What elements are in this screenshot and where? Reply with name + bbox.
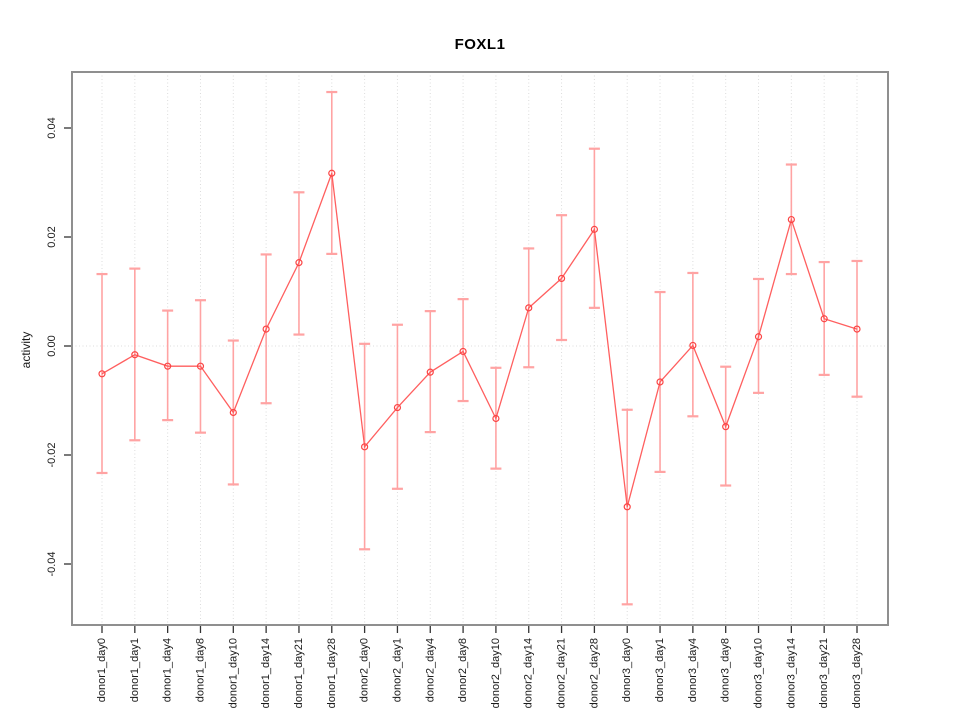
data-point-marker [262,325,270,333]
data-point-marker [196,362,205,370]
x-tick-label: donor2_day21 [556,638,568,708]
x-tick-label: donor2_day8 [457,638,469,702]
data-point-marker [98,370,106,378]
x-tick-label: donor1_day28 [326,638,338,708]
y-tick-label: -0.04 [46,551,58,576]
data-point-marker [492,414,500,423]
x-tick-label: donor3_day14 [785,638,797,708]
data-point-marker [722,423,730,431]
x-tick-label: donor2_day14 [523,638,535,708]
error-bars [96,90,863,606]
data-point-marker [426,368,434,376]
y-tick-label: 0.00 [46,335,58,356]
data-point-marker [754,333,763,341]
x-tick-label: donor2_day28 [588,638,600,708]
y-tick-label: -0.02 [46,442,58,467]
data-point-marker [164,362,172,370]
data-point-marker [590,225,598,233]
data-point-marker [820,315,828,323]
y-tick-label: 0.02 [46,226,58,247]
x-tick-label: donor3_day8 [720,638,732,702]
data-point-marker [656,378,664,386]
data-point-marker [623,503,631,511]
series-line [101,173,858,507]
data-point-marker [328,169,336,177]
data-point-marker [689,341,697,350]
data-point-marker [459,347,467,356]
x-tick-label: donor1_day4 [162,638,174,702]
x-tick-label: donor2_day1 [391,638,403,702]
x-tick-label: donor3_day4 [687,638,699,702]
data-point-marker [853,325,861,333]
data-point-marker [229,408,237,417]
x-tick-label: donor3_day1 [654,638,666,702]
x-tick-label: donor1_day14 [260,638,272,708]
x-tick-label: donor2_day4 [424,638,436,702]
x-tick-label: donor2_day0 [359,638,371,702]
x-tick-label: donor3_day10 [753,638,765,708]
x-tick-label: donor1_day8 [194,638,206,702]
x-tick-label: donor1_day1 [129,638,141,702]
data-point-marker [525,304,533,312]
x-tick-label: donor1_day21 [293,638,305,708]
x-tick-label: donor3_day0 [621,638,633,702]
x-tick-label: donor3_day21 [818,638,830,708]
x-tick-label: donor1_day10 [227,638,239,708]
chart-title: FOXL1 [454,36,506,53]
gridlines [72,72,888,625]
x-tick-label: donor3_day28 [851,638,863,708]
x-axis: donor1_day0 donor1_day1 donor1_day4 donor1_… [96,626,863,708]
data-point-marker [131,351,139,359]
data-point-marker [295,259,303,267]
x-tick-label: donor1_day0 [96,638,108,702]
y-axis: -0.04 -0.02 0.00 0.02 0.04 [46,117,71,577]
data-point-marker [557,274,566,283]
x-tick-label: donor2_day10 [490,638,502,708]
series-markers [98,169,861,511]
data-point-marker [393,403,402,412]
data-point-marker [361,443,369,451]
y-tick-label: 0.04 [46,117,58,138]
data-point-marker [787,215,795,224]
plot-frame [71,71,889,626]
